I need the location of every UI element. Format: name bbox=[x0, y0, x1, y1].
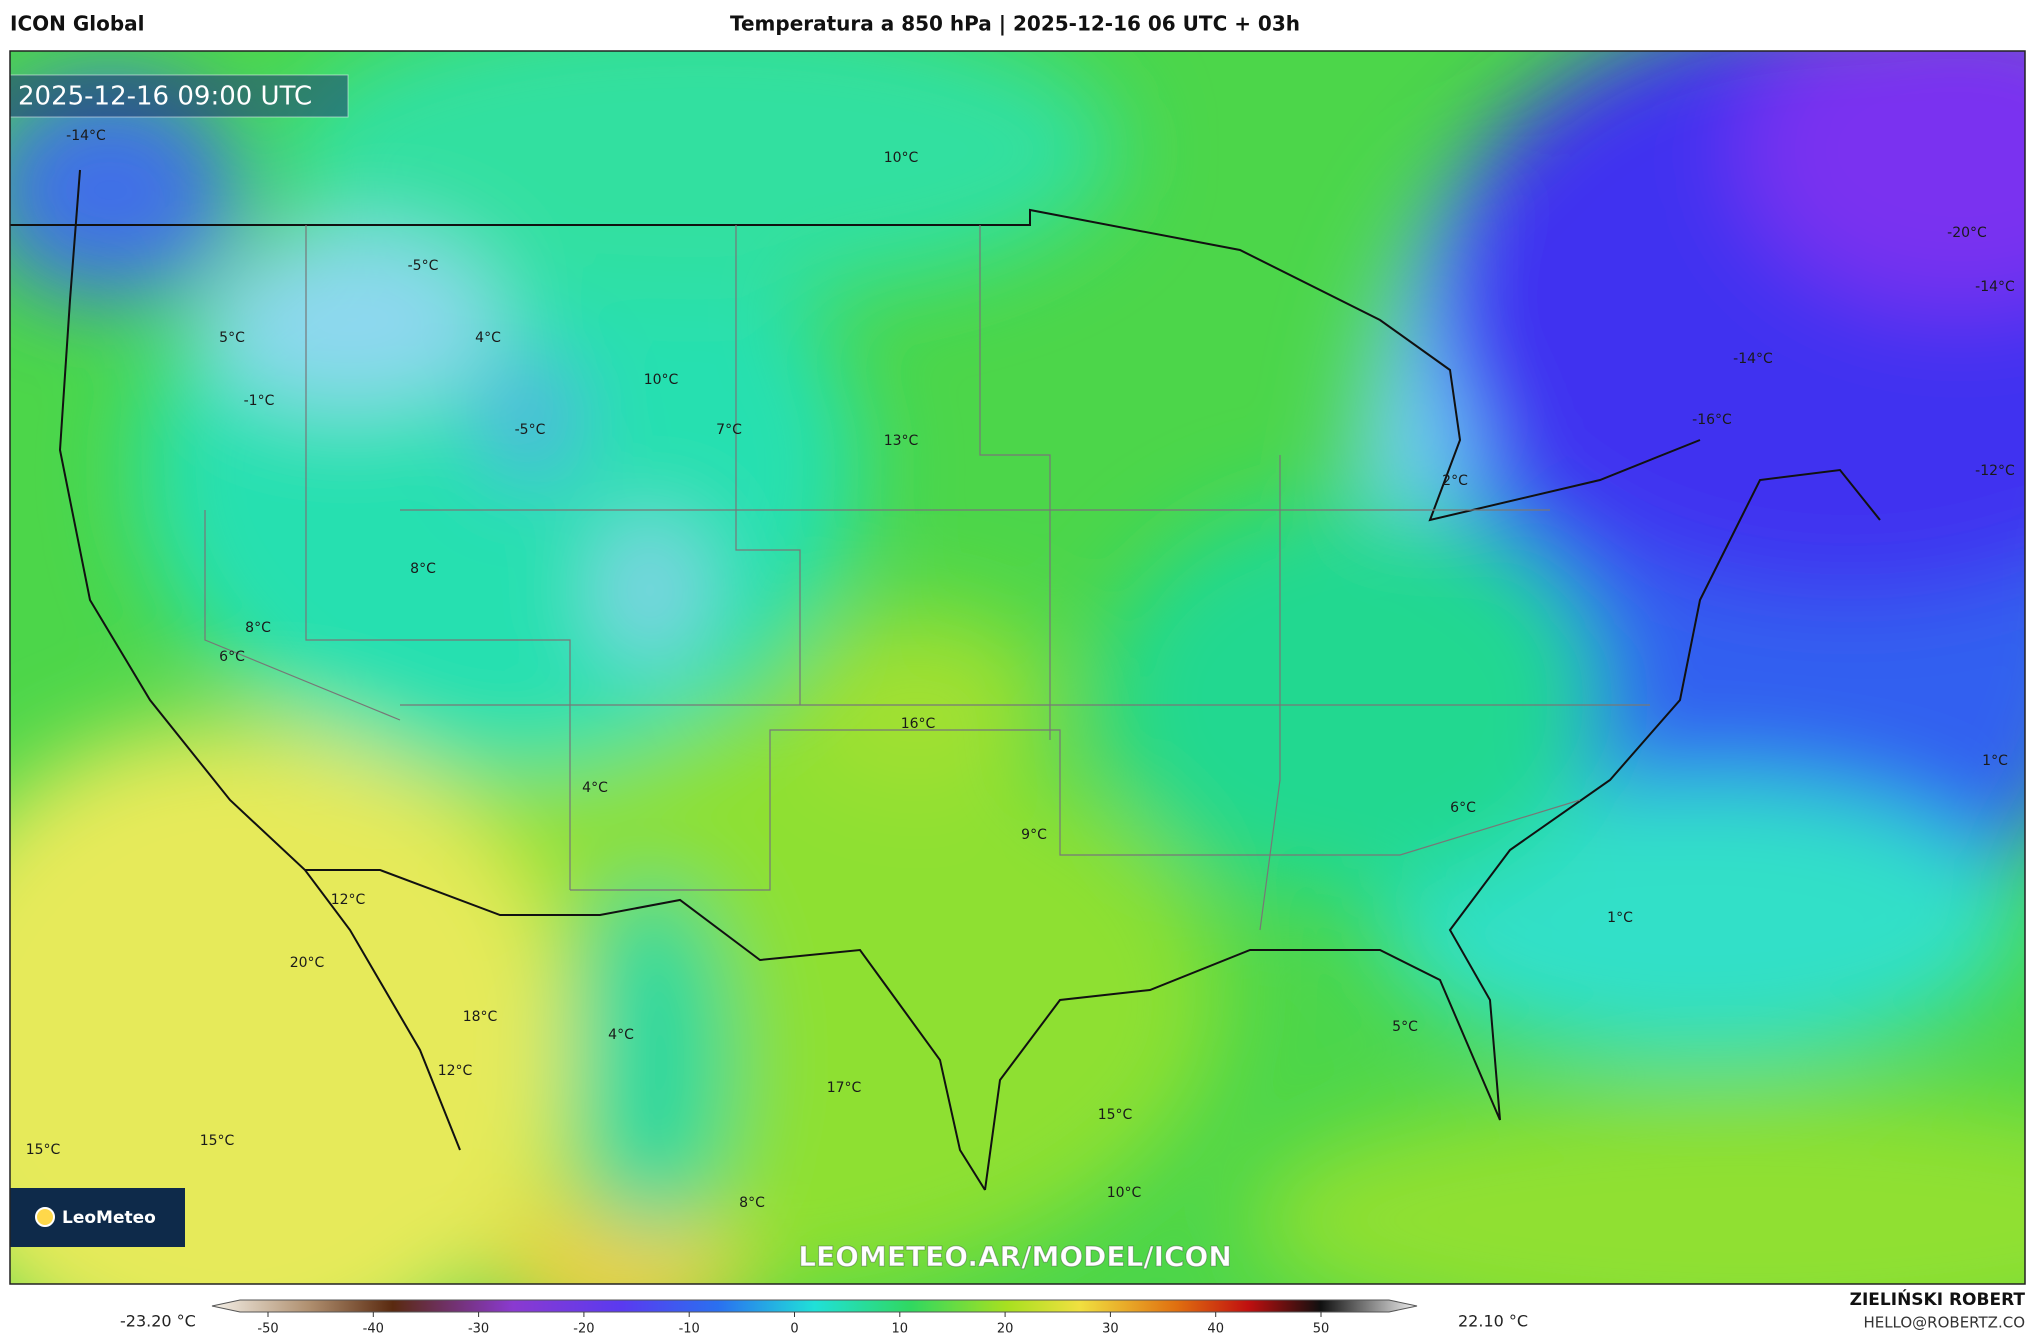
contour-label: 6°C bbox=[219, 649, 245, 665]
legend-min: -23.20 °C bbox=[120, 1312, 196, 1331]
contour-label: 9°C bbox=[1021, 827, 1047, 843]
contour-label: 15°C bbox=[1098, 1107, 1133, 1123]
contour-label: -5°C bbox=[515, 422, 546, 438]
colorbar-tick-label: 50 bbox=[1313, 1322, 1330, 1337]
map-title: Temperatura a 850 hPa | 2025-12-16 06 UT… bbox=[730, 12, 1300, 36]
model-name: ICON Global bbox=[10, 12, 145, 36]
colorbar-tick-label: -20 bbox=[573, 1322, 594, 1337]
contour-label: 1°C bbox=[1607, 910, 1633, 926]
contour-label: -12°C bbox=[1975, 463, 2015, 479]
contour-label: 5°C bbox=[219, 330, 245, 346]
contour-label: 4°C bbox=[475, 330, 501, 346]
colorbar-tick-label: -30 bbox=[468, 1322, 489, 1337]
contour-label: 16°C bbox=[901, 716, 936, 732]
colorbar-tick-label: 10 bbox=[892, 1322, 909, 1337]
contour-label: 13°C bbox=[884, 433, 919, 449]
borders bbox=[10, 169, 1881, 1191]
logo-icon bbox=[35, 1207, 55, 1227]
contour-label: 8°C bbox=[739, 1195, 765, 1211]
contour-labels: -14°C 10°C -20°C -14°C -5°C 5°C 4°C 10°C… bbox=[26, 128, 2015, 1211]
logo: LeoMeteo bbox=[62, 1208, 156, 1228]
colorbar-tick-label: 30 bbox=[1102, 1322, 1119, 1337]
contour-label: 12°C bbox=[331, 892, 366, 908]
contour-label: 7°C bbox=[716, 422, 742, 438]
contour-label: 8°C bbox=[245, 620, 271, 636]
contour-label: -14°C bbox=[1975, 279, 2015, 295]
contour-label: 5°C bbox=[1392, 1019, 1418, 1035]
contour-label: 8°C bbox=[410, 561, 436, 577]
state-lines bbox=[204, 225, 1650, 931]
contour-label: 10°C bbox=[884, 150, 919, 166]
colorbar-tick-label: 20 bbox=[997, 1322, 1014, 1337]
contour-label: -1°C bbox=[244, 393, 275, 409]
colorbar bbox=[211, 1299, 1418, 1313]
email: HELLO@ROBERTZ.CO bbox=[1863, 1314, 2025, 1332]
contour-label: 10°C bbox=[1107, 1185, 1142, 1201]
legend-max: 22.10 °C bbox=[1458, 1312, 1528, 1331]
contour-label: 15°C bbox=[200, 1133, 235, 1149]
contour-label: -14°C bbox=[66, 128, 106, 144]
contour-label: 1°C bbox=[1982, 753, 2008, 769]
map-frame bbox=[9, 50, 2026, 1285]
contour-label: 15°C bbox=[26, 1142, 61, 1158]
contour-label: 20°C bbox=[290, 955, 325, 971]
colorbar-tick-label: -40 bbox=[363, 1322, 384, 1337]
watermark: LEOMETEO.AR/MODEL/ICON bbox=[798, 1240, 1232, 1273]
contour-label: 10°C bbox=[644, 372, 679, 388]
colorbar-tick-label: -10 bbox=[679, 1322, 700, 1337]
colorbar-tick-label: -50 bbox=[257, 1322, 278, 1337]
contour-label: 2°C bbox=[1442, 473, 1468, 489]
contour-label: -14°C bbox=[1733, 351, 1773, 367]
contour-label: 6°C bbox=[1450, 800, 1476, 816]
contour-label: -20°C bbox=[1947, 225, 1987, 241]
colorbar-tick-label: 0 bbox=[790, 1322, 798, 1337]
author: ZIELIŃSKI ROBERT bbox=[1850, 1288, 2026, 1310]
colorbar-tick-label: 40 bbox=[1207, 1322, 1224, 1337]
contour-label: 12°C bbox=[438, 1063, 473, 1079]
contour-label: 17°C bbox=[827, 1080, 862, 1096]
contour-label: -16°C bbox=[1692, 412, 1732, 428]
timestamp: 2025-12-16 09:00 UTC bbox=[18, 82, 312, 112]
contour-label: 18°C bbox=[463, 1009, 498, 1025]
contour-label: 4°C bbox=[582, 780, 608, 796]
contour-label: 4°C bbox=[608, 1027, 634, 1043]
timestamp-box bbox=[9, 74, 349, 118]
colorbar-ticks: -50 -40 -30 -20 -10 0 10 20 30 40 50 bbox=[257, 1312, 1329, 1337]
contour-label: -5°C bbox=[408, 258, 439, 274]
